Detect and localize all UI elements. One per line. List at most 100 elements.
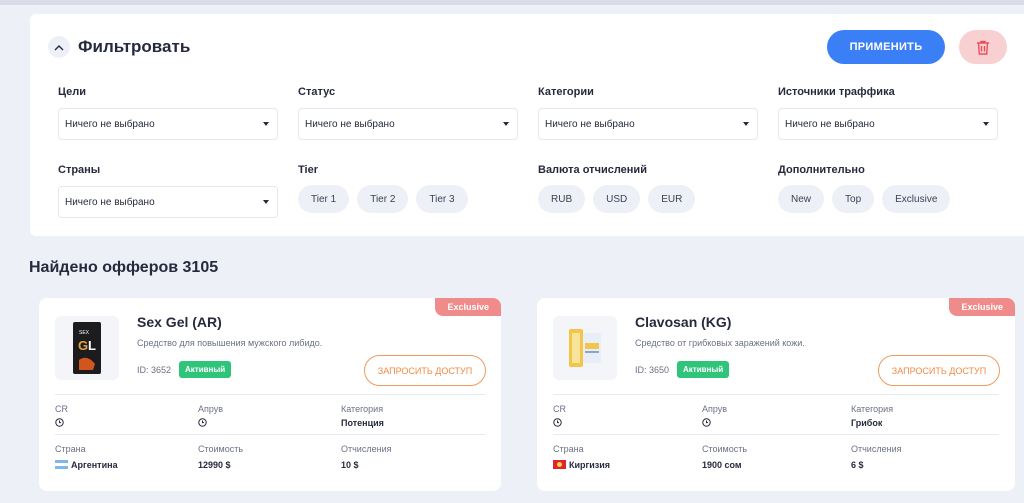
country-name: Киргизия xyxy=(569,460,611,470)
currency-eur-chip[interactable]: EUR xyxy=(648,185,696,213)
filter-categories: Категории Ничего не выбрано xyxy=(538,86,760,140)
filter-panel: Фильтровать ПРИМЕНИТЬ Цели Ничего не выб… xyxy=(30,14,1024,236)
offer-description: Средство для повышения мужского либидо. xyxy=(137,338,323,348)
categories-select[interactable]: Ничего не выбрано xyxy=(538,108,758,140)
cost-value: 1900 сом xyxy=(702,460,742,470)
cr-label: CR xyxy=(55,404,68,414)
argentina-flag-icon xyxy=(55,460,68,469)
filter-traffic: Источники траффика Ничего не выбрано xyxy=(778,86,1000,140)
extra-new-chip[interactable]: New xyxy=(778,185,825,213)
results-title: Найдено офферов 3105 xyxy=(29,259,219,276)
country-value: Аргентина xyxy=(55,460,118,470)
status-badge: Активный xyxy=(179,361,232,378)
payout-value: 10 $ xyxy=(341,460,359,470)
category-value: Грибок xyxy=(851,418,883,428)
country-label: Страна xyxy=(55,444,86,454)
category-label: Категория xyxy=(851,404,894,414)
top-border xyxy=(0,0,1024,5)
category-label: Категория xyxy=(341,404,384,414)
offer-name: Sex Gel (AR) xyxy=(137,314,222,330)
caret-down-icon xyxy=(743,122,749,126)
categories-select-value: Ничего не выбрано xyxy=(545,118,635,130)
svg-text:SEX: SEX xyxy=(79,330,90,336)
approve-label: Апрув xyxy=(198,404,224,414)
offer-card[interactable]: Exclusive SEX G L Sex Gel (AR) Средство … xyxy=(39,298,501,491)
caret-down-icon xyxy=(263,200,269,204)
traffic-label: Источники траффика xyxy=(778,86,895,98)
filter-status: Статус Ничего не выбрано xyxy=(298,86,520,140)
filter-tier: Tier Tier 1 Tier 2 Tier 3 xyxy=(298,164,520,213)
filter-header: Фильтровать xyxy=(48,36,190,58)
offer-description: Средство от грибковых заражений кожи. xyxy=(635,338,805,348)
filter-extra: Дополнительно New Top Exclusive xyxy=(778,164,1000,213)
countries-label: Страны xyxy=(58,164,101,176)
goals-select-value: Ничего не выбрано xyxy=(65,118,155,130)
traffic-select-value: Ничего не выбрано xyxy=(785,118,875,130)
caret-down-icon xyxy=(983,122,989,126)
divider xyxy=(553,434,999,435)
cost-label: Стоимость xyxy=(702,444,748,454)
caret-down-icon xyxy=(263,122,269,126)
offer-image: SEX G L xyxy=(55,316,119,380)
exclusive-badge: Exclusive xyxy=(435,298,501,316)
clock-icon xyxy=(553,418,562,429)
tier-1-chip[interactable]: Tier 1 xyxy=(298,185,350,213)
status-select-value: Ничего не выбрано xyxy=(305,118,395,130)
traffic-select[interactable]: Ничего не выбрано xyxy=(778,108,998,140)
offer-name: Clavosan (KG) xyxy=(635,314,732,330)
cream-tube-image xyxy=(569,329,601,367)
clock-icon xyxy=(702,418,711,429)
countries-select-value: Ничего не выбрано xyxy=(65,196,155,208)
tier-2-chip[interactable]: Tier 2 xyxy=(357,185,409,213)
currency-usd-chip[interactable]: USD xyxy=(593,185,641,213)
goals-select[interactable]: Ничего не выбрано xyxy=(58,108,278,140)
cost-label: Стоимость xyxy=(198,444,244,454)
countries-select[interactable]: Ничего не выбрано xyxy=(58,186,278,218)
country-name: Аргентина xyxy=(71,460,118,470)
payout-value: 6 $ xyxy=(851,460,864,470)
offer-id: ID: 3650 xyxy=(635,365,670,375)
extra-top-chip[interactable]: Top xyxy=(832,185,875,213)
categories-label: Категории xyxy=(538,86,594,98)
tier-label: Tier xyxy=(298,164,318,176)
divider xyxy=(55,434,485,435)
status-badge: Активный xyxy=(677,361,730,378)
extra-exclusive-chip[interactable]: Exclusive xyxy=(882,185,951,213)
svg-text:L: L xyxy=(88,338,96,353)
trash-icon xyxy=(977,40,989,55)
extra-label: Дополнительно xyxy=(778,164,865,176)
filter-goals: Цели Ничего не выбрано xyxy=(58,86,280,140)
clear-filter-button[interactable] xyxy=(959,30,1007,64)
divider xyxy=(55,394,485,395)
collapse-filter-button[interactable] xyxy=(48,36,70,58)
clock-icon xyxy=(198,418,207,429)
chevron-up-icon xyxy=(54,44,64,50)
request-access-button[interactable]: ЗАПРОСИТЬ ДОСТУП xyxy=(364,355,486,386)
goals-label: Цели xyxy=(58,86,87,98)
tier-3-chip[interactable]: Tier 3 xyxy=(416,185,468,213)
country-value: Киргизия xyxy=(553,460,610,470)
request-access-button[interactable]: ЗАПРОСИТЬ ДОСТУП xyxy=(878,355,1000,386)
currency-rub-chip[interactable]: RUB xyxy=(538,185,586,213)
apply-button[interactable]: ПРИМЕНИТЬ xyxy=(827,30,945,64)
approve-label: Апрув xyxy=(702,404,728,414)
filter-currency: Валюта отчислений RUB USD EUR xyxy=(538,164,760,213)
kyrgyzstan-flag-icon xyxy=(553,460,566,469)
offer-image xyxy=(553,316,617,380)
payout-label: Отчисления xyxy=(851,444,902,454)
caret-down-icon xyxy=(503,122,509,126)
offer-id: ID: 3652 xyxy=(137,365,172,375)
currency-label: Валюта отчислений xyxy=(538,164,647,176)
divider xyxy=(553,394,999,395)
clock-icon xyxy=(55,418,64,429)
offer-card[interactable]: Exclusive Clavosan (KG) Средство от гриб… xyxy=(537,298,1015,491)
status-label: Статус xyxy=(298,86,336,98)
gel-package-image: SEX G L xyxy=(73,322,101,374)
exclusive-badge: Exclusive xyxy=(949,298,1015,316)
cr-label: CR xyxy=(553,404,566,414)
category-value: Потенция xyxy=(341,418,384,428)
payout-label: Отчисления xyxy=(341,444,392,454)
filter-title: Фильтровать xyxy=(78,37,191,56)
status-select[interactable]: Ничего не выбрано xyxy=(298,108,518,140)
svg-text:G: G xyxy=(78,338,88,353)
